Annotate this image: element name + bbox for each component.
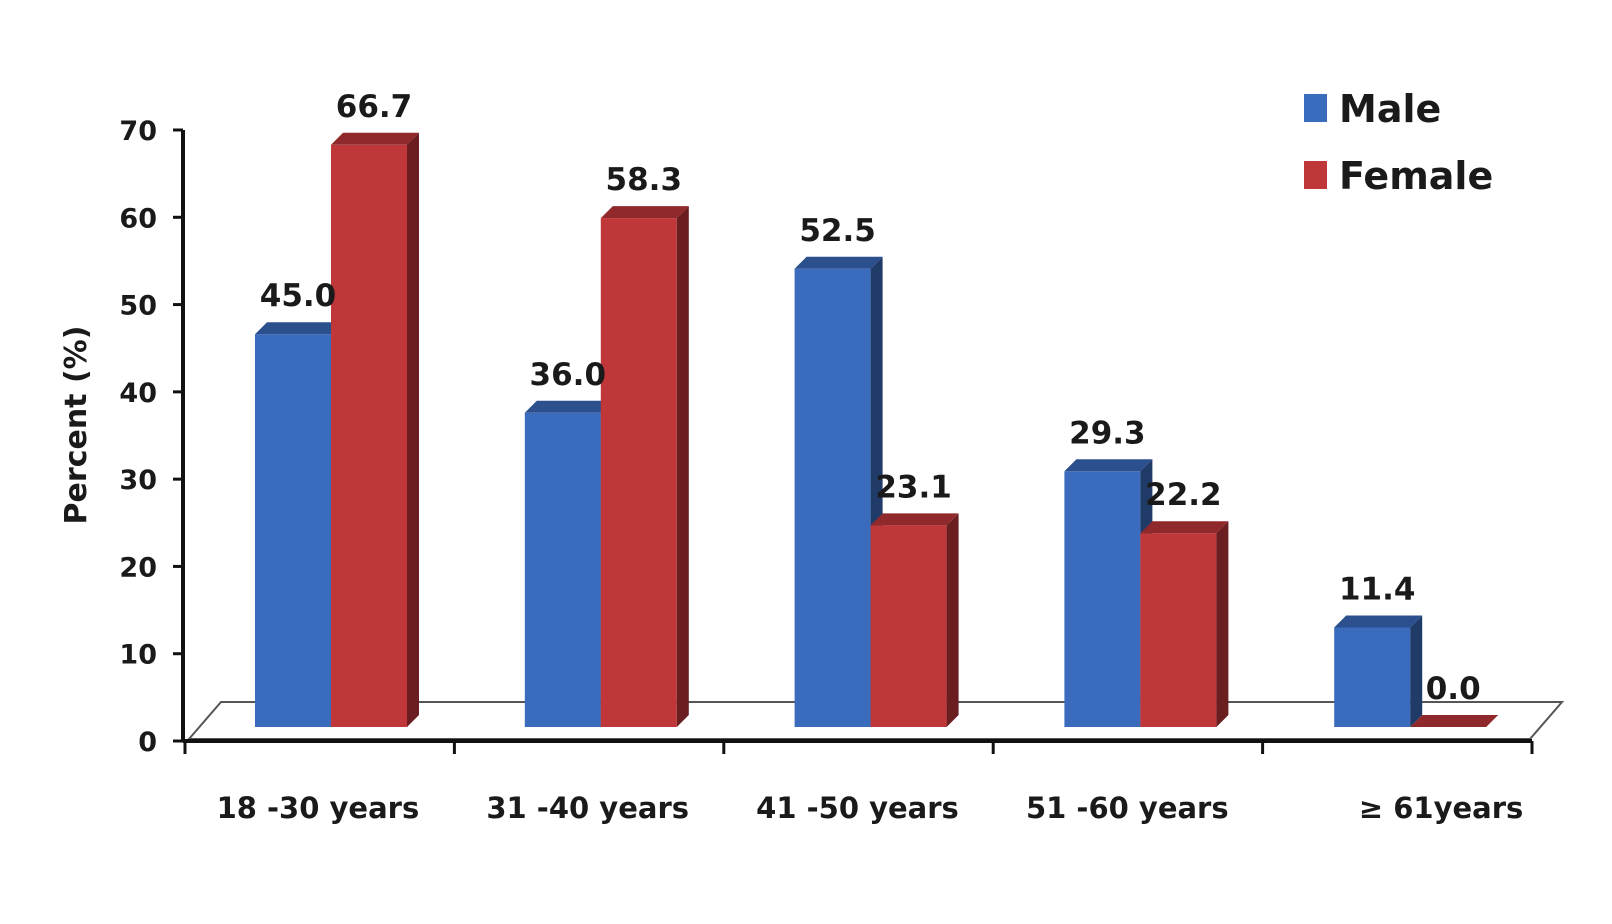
data-label-female: 23.1 xyxy=(875,469,952,505)
y-tick-label: 10 xyxy=(119,640,157,671)
data-label-female: 66.7 xyxy=(336,89,413,125)
bar-female-front xyxy=(870,525,947,727)
x-category-label: ≥ 61years xyxy=(1359,791,1523,825)
chart-axes: 0 10 20 30 40 50 60 70 18 -30 years 31 -40 years 4… xyxy=(59,116,1534,825)
bar-male-top xyxy=(524,400,613,413)
x-category-label: 18 -30 years xyxy=(217,791,420,825)
bar-female-front xyxy=(331,144,407,727)
bar-female-side xyxy=(946,513,959,727)
y-tick-label: 50 xyxy=(119,291,157,322)
x-category-label: 41 -50 years xyxy=(756,791,959,825)
bar-male-top xyxy=(1334,615,1423,628)
y-tick-label: 70 xyxy=(119,116,157,147)
data-label-female: 0.0 xyxy=(1426,671,1481,707)
y-tick-label: 30 xyxy=(119,465,157,496)
chart-bars xyxy=(255,132,1499,728)
legend-swatch-female xyxy=(1304,161,1327,189)
data-label-male: 11.4 xyxy=(1339,571,1416,607)
bar-male-side xyxy=(1410,615,1423,727)
data-label-female: 58.3 xyxy=(606,162,683,198)
data-label-male: 45.0 xyxy=(260,278,337,314)
bar-male-front xyxy=(1064,471,1141,727)
bar-male-front xyxy=(255,334,331,727)
bar-female-side xyxy=(407,132,419,727)
y-tick-label: 20 xyxy=(119,552,157,583)
bar-female-top xyxy=(1140,521,1229,534)
bar-male-top xyxy=(1064,459,1153,472)
chart-data-labels: 45.0 66.7 36.0 58.3 52.5 23.1 29.3 22.2 11.4 0.0 xyxy=(260,89,1481,707)
x-category-label: 31 -40 years xyxy=(486,791,689,825)
bar-female-flat xyxy=(1410,715,1499,727)
bar-female-side xyxy=(676,206,689,728)
legend-label-female: Female xyxy=(1339,154,1493,198)
bar-female-front xyxy=(1140,533,1217,727)
bar-male-top xyxy=(794,256,883,269)
y-axis-title: Percent (%) xyxy=(59,326,94,525)
bar-female-side xyxy=(1216,521,1229,727)
data-label-female: 22.2 xyxy=(1145,477,1222,513)
data-label-male: 36.0 xyxy=(530,357,607,393)
bar-male-front xyxy=(794,268,871,727)
bar-male-top xyxy=(255,322,343,335)
y-tick-label: 40 xyxy=(119,378,157,409)
y-tick-label: 0 xyxy=(138,727,157,758)
bar-female-top xyxy=(600,206,689,219)
y-tick-label: 60 xyxy=(119,203,157,234)
bar-male-front xyxy=(1334,627,1411,727)
data-label-male: 29.3 xyxy=(1069,415,1146,451)
bar-male-front xyxy=(524,412,601,727)
legend-label-male: Male xyxy=(1339,87,1441,131)
chart-legend: Male Female xyxy=(1304,87,1493,198)
legend-swatch-male xyxy=(1304,94,1327,122)
data-label-male: 52.5 xyxy=(799,213,876,249)
bar-female-front xyxy=(600,218,677,728)
bar-female-top xyxy=(870,513,959,526)
x-category-label: 51 -60 years xyxy=(1026,791,1229,825)
bar-female-top xyxy=(331,132,419,145)
